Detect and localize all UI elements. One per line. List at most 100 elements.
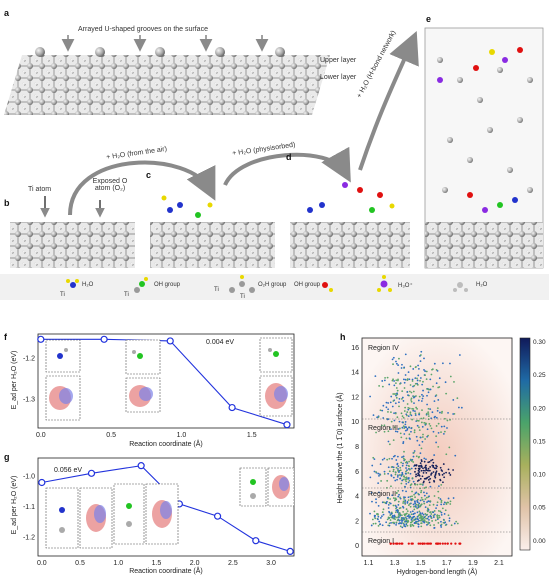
scatter-point [426, 517, 429, 520]
scatter-point [420, 350, 423, 353]
scatter-point [372, 456, 375, 459]
scatter-point [419, 354, 422, 356]
scatter-point [401, 489, 404, 492]
panel-c-slab [150, 222, 275, 268]
scatter-point [399, 432, 402, 435]
scatter-point [406, 414, 408, 417]
scatter-point [395, 466, 398, 469]
scatter-point [422, 380, 424, 383]
scatter-point [425, 378, 428, 381]
scatter-point [410, 400, 413, 403]
scatter-point [452, 497, 455, 499]
scatter-point [392, 521, 394, 524]
scatter-point [389, 502, 392, 505]
scatter-point [404, 423, 407, 426]
scatter-point [385, 401, 388, 404]
scatter-point [398, 401, 400, 404]
scatter-point [386, 518, 389, 521]
scatter-point [428, 504, 431, 507]
scatter-point [408, 465, 410, 468]
scatter-point [393, 419, 396, 422]
plot-f-ylabel: E_ad per H₂O (eV) [11, 351, 18, 410]
data-point [213, 512, 222, 520]
scatter-point [401, 526, 404, 529]
scatter-point [400, 367, 403, 369]
plot-g-annotation: 0.056 eV [54, 467, 82, 474]
scatter-point [417, 419, 420, 422]
scatter-point [410, 430, 412, 433]
scatter-point [427, 521, 430, 524]
scatter-point [420, 522, 422, 525]
scatter-point [411, 498, 414, 500]
scatter-point [409, 505, 412, 508]
scatter-point [435, 470, 438, 473]
scatter-point [429, 500, 432, 503]
y-tick-label: 14 [351, 370, 359, 377]
scatter-point [410, 498, 412, 501]
scatter-point [427, 411, 430, 414]
scatter-point [414, 512, 416, 515]
scatter-point [420, 503, 423, 506]
scatter-point [448, 446, 451, 449]
scatter-point [429, 408, 432, 411]
scatter-point [432, 430, 435, 433]
x-tick-label: 2.5 [228, 560, 238, 567]
scatter-point [371, 518, 374, 521]
scatter-point [378, 473, 381, 476]
scatter-point [403, 410, 406, 412]
scatter-point [406, 510, 409, 513]
colorbar-tick-label: 0.20 [533, 405, 546, 412]
panel-d-slab [290, 222, 410, 268]
scatter-point [437, 431, 440, 434]
scatter-point [444, 521, 447, 524]
scatter-point [404, 421, 407, 423]
scatter-point [449, 418, 451, 421]
scatter-point [427, 407, 430, 410]
scatter-point [394, 497, 397, 500]
scatter-point [399, 382, 401, 385]
scatter-point [404, 429, 407, 432]
scatter-point [425, 477, 428, 480]
scatter-point [440, 520, 442, 523]
scatter-point [418, 395, 421, 398]
scatter-point [425, 496, 428, 499]
scatter-point [402, 518, 405, 521]
scatter-point [392, 466, 395, 469]
scatter-point [422, 480, 425, 483]
scatter-point [390, 521, 392, 524]
scatter-point [407, 542, 410, 545]
scatter-point [419, 436, 422, 439]
scatter-point [400, 482, 403, 485]
scatter-point [370, 524, 373, 527]
scatter-point [378, 385, 381, 387]
scatter-point [440, 501, 443, 504]
scatter-point [443, 472, 445, 475]
scatter-point [416, 407, 419, 410]
scatter-point [413, 464, 416, 467]
scatter-point [420, 400, 423, 402]
scatter-point [407, 394, 409, 397]
scatter-point [401, 421, 404, 424]
scatter-point [443, 503, 445, 506]
colorbar-tick-label: 0.10 [533, 472, 546, 479]
scatter-point [443, 476, 446, 479]
scatter-point [394, 430, 397, 433]
scatter-point [420, 489, 423, 492]
scatter-point [398, 471, 400, 473]
scatter-point [428, 460, 431, 463]
scatter-point [381, 511, 384, 514]
scatter-point [401, 473, 404, 475]
scatter-point [405, 478, 408, 481]
scatter-point [439, 510, 442, 513]
scatter-point [373, 510, 376, 513]
scatter-point [420, 447, 423, 450]
scatter-point [443, 425, 446, 428]
scatter-point [425, 521, 428, 523]
scatter-point [435, 425, 438, 427]
scatter-point [378, 520, 381, 523]
scatter-point [397, 364, 400, 367]
scatter-point [436, 504, 439, 507]
scatter-point [418, 413, 421, 416]
scatter-point [433, 526, 436, 529]
scatter-point [387, 411, 389, 413]
